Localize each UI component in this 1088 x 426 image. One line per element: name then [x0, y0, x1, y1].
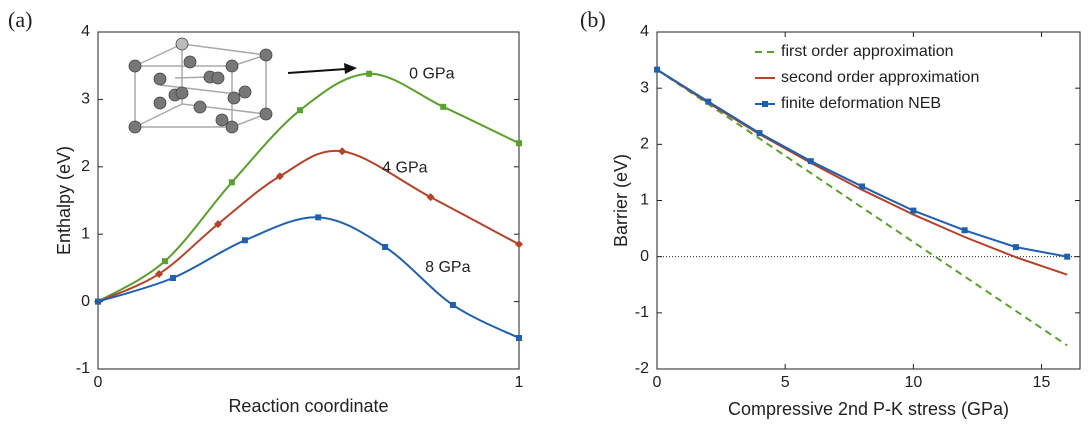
y-tick-label: 3: [81, 91, 90, 108]
marker: [705, 98, 712, 105]
marker: [516, 140, 522, 147]
y-tick-label: 1: [640, 192, 649, 209]
marker: [366, 70, 373, 77]
marker: [228, 179, 235, 186]
crystal-inset: [128, 37, 273, 134]
marker: [1064, 253, 1071, 260]
marker: [338, 147, 347, 156]
x-tick-label: 10: [904, 374, 922, 391]
marker: [756, 130, 763, 137]
legend-marker: [762, 101, 768, 107]
y-tick-label: 0: [640, 248, 649, 265]
y-axis-title: Barrier (eV): [611, 154, 631, 247]
marker: [426, 193, 435, 202]
marker: [315, 214, 322, 221]
marker: [440, 103, 447, 110]
marker: [213, 220, 222, 229]
panel-label: (a): [8, 7, 32, 32]
series-line: [97, 149, 520, 303]
y-tick-label: -1: [635, 304, 649, 321]
y-tick-label: 2: [640, 136, 649, 153]
y-tick-label: 4: [81, 23, 90, 40]
x-tick-label: 15: [1033, 374, 1051, 391]
panel-label: (b): [580, 7, 606, 32]
marker: [516, 334, 522, 341]
y-tick-label: 4: [640, 23, 649, 40]
x-tick-label: 1: [515, 374, 524, 391]
marker: [169, 275, 176, 282]
marker: [161, 258, 168, 265]
arrow: [287, 63, 357, 74]
marker: [95, 298, 101, 305]
marker: [807, 158, 814, 165]
series-line: [97, 216, 520, 339]
y-tick-label: 1: [81, 225, 90, 242]
marker: [382, 244, 389, 251]
series-label: 4 GPa: [382, 159, 427, 176]
x-axis-title: Reaction coordinate: [228, 396, 388, 416]
x-tick-label: 0: [94, 374, 103, 391]
marker: [515, 240, 523, 249]
series-line: [656, 68, 1068, 347]
x-tick-label: 5: [781, 374, 790, 391]
plot-frame: [97, 31, 520, 370]
legend-label: first order approximation: [781, 43, 954, 60]
plot-frame: [656, 31, 1081, 370]
marker: [654, 66, 660, 73]
y-tick-label: -2: [635, 360, 649, 377]
marker: [449, 301, 456, 308]
marker: [155, 269, 164, 278]
legend-label: finite deformation NEB: [781, 95, 941, 112]
y-tick-label: -1: [76, 360, 90, 377]
marker: [859, 183, 866, 190]
marker: [1012, 244, 1019, 251]
y-tick-label: 3: [640, 79, 649, 96]
marker: [241, 237, 248, 244]
y-tick-label: 2: [81, 158, 90, 175]
marker: [297, 107, 304, 114]
marker: [961, 227, 968, 234]
marker: [910, 207, 917, 214]
y-axis-title: Enthalpy (eV): [54, 146, 74, 255]
legend-label: second order approximation: [781, 69, 979, 86]
x-axis-title: Compressive 2nd P-K stress (GPa): [728, 399, 1009, 419]
y-tick-label: 0: [81, 293, 90, 310]
series-label: 0 GPa: [409, 66, 454, 83]
x-tick-label: 0: [653, 374, 662, 391]
series-label: 8 GPa: [425, 259, 470, 276]
marker: [275, 172, 284, 181]
